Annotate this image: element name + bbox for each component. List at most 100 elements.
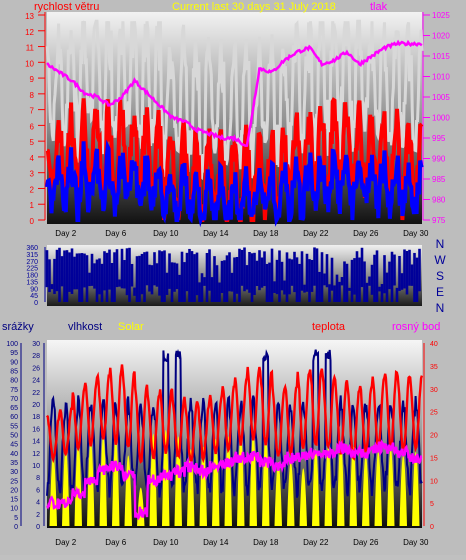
pressure-series (46, 39, 423, 147)
solar-bar (274, 461, 282, 526)
rain-tick-label: 55 (10, 423, 18, 430)
temperature-tick-label: 35 (430, 364, 438, 371)
direction-tick-label: 45 (30, 293, 38, 300)
temperature-label: teplota (312, 321, 346, 333)
wind-tick-label: 13 (25, 12, 34, 21)
wind-speed-series (45, 97, 424, 222)
pressure-label: tlak (370, 1, 388, 13)
x-tick-label: Day 10 (153, 229, 179, 238)
solar-bar (412, 451, 420, 526)
direction-tick-label: 270 (26, 259, 38, 266)
wind-tick-label: 8 (30, 91, 35, 100)
rain-tick-label: 75 (10, 387, 18, 394)
x-tick-label: Day 30 (403, 229, 429, 238)
rain-tick-label: 5 (14, 515, 18, 522)
wind-tick-label: 7 (30, 107, 35, 116)
x-tick-label: Day 18 (253, 538, 279, 547)
rain-tick-label: 25 (10, 478, 18, 485)
x-tick-label: Day 14 (203, 538, 229, 547)
rain-tick-label: 30 (10, 469, 18, 476)
solar-bar (362, 455, 370, 526)
compass-label: N (436, 301, 445, 315)
wind-tick-label: 2 (30, 185, 35, 194)
wind-tick-label: 10 (25, 59, 34, 68)
solar-bar (187, 449, 195, 526)
solar-bar (324, 446, 332, 526)
humidity-series (46, 348, 423, 498)
pressure-tick-label: 1015 (432, 52, 450, 61)
rain-tick-label: 95 (10, 350, 18, 357)
humidity-tick-label: 24 (32, 378, 40, 385)
x-tick-label: Day 22 (303, 229, 329, 238)
wind-tick-label: 6 (30, 122, 35, 131)
direction-tick-label: 180 (26, 273, 38, 280)
wind-speed-label: rychlost větru (34, 1, 99, 13)
rain-tick-label: 50 (10, 433, 18, 440)
humidity-tick-label: 0 (36, 524, 40, 531)
pressure-tick-label: 980 (432, 196, 446, 205)
solar-bar (212, 438, 220, 526)
pressure-tick-label: 985 (432, 175, 446, 184)
compass-label: E (436, 285, 444, 299)
rain-tick-label: 15 (10, 497, 18, 504)
compass-label: W (434, 253, 446, 267)
rain-tick-label: 65 (10, 405, 18, 412)
direction-tick-label: 0 (34, 300, 38, 307)
rain-tick-label: 0 (14, 524, 18, 531)
rain-tick-label: 80 (10, 378, 18, 385)
direction-tick-label: 225 (26, 266, 38, 273)
humidity-tick-label: 12 (32, 451, 40, 458)
direction-tick-label: 315 (26, 252, 38, 259)
temperature-tick-label: 25 (430, 410, 438, 417)
solar-bar (199, 446, 207, 526)
pressure-tick-label: 975 (432, 216, 446, 225)
wind-tick-label: 11 (26, 44, 35, 53)
wind-tick-label: 4 (30, 154, 35, 163)
pressure-tick-label: 1000 (432, 114, 450, 123)
temperature-tick-label: 5 (430, 501, 434, 508)
temp-chart: 0510152025303540455055606570758085909510… (6, 341, 438, 547)
rain-tick-label: 45 (10, 442, 18, 449)
rain-tick-label: 100 (6, 341, 18, 348)
x-tick-label: Day 26 (353, 229, 379, 238)
rain-tick-label: 60 (10, 414, 18, 421)
pressure-tick-label: 1005 (432, 93, 450, 102)
humidity-tick-label: 6 (36, 487, 40, 494)
rain-label: srážky (2, 321, 34, 333)
pressure-tick-label: 990 (432, 155, 446, 164)
humidity-tick-label: 4 (36, 500, 40, 507)
rain-tick-label: 40 (10, 451, 18, 458)
humidity-tick-label: 18 (32, 414, 40, 421)
x-tick-label: Day 14 (203, 229, 229, 238)
pressure-tick-label: 1020 (432, 32, 450, 41)
rain-tick-label: 10 (10, 506, 18, 513)
wind-tick-label: 12 (25, 28, 34, 37)
solar-bar (299, 468, 307, 526)
x-tick-label: Day 2 (55, 538, 76, 547)
dewpoint-series (46, 439, 423, 521)
solar-bar (287, 461, 295, 526)
x-tick-label: Day 18 (253, 229, 279, 238)
wind-tick-label: 5 (30, 138, 35, 147)
temperature-series (46, 364, 424, 464)
wind-tick-label: 1 (30, 201, 35, 210)
solar-bar (337, 442, 345, 526)
temperature-tick-label: 10 (430, 478, 438, 485)
wind-tick-label: 3 (30, 170, 35, 179)
humidity-tick-label: 30 (32, 341, 40, 348)
solar-label: Solar (118, 321, 144, 333)
solar-bar (74, 442, 82, 526)
wind-low-series (45, 139, 424, 228)
wind-chart: 0123456789101112139759809859909951000100… (25, 11, 450, 238)
solar-bar (387, 449, 395, 526)
x-tick-label: Day 30 (403, 538, 429, 547)
pressure-tick-label: 995 (432, 134, 446, 143)
direction-tick-label: 90 (30, 286, 38, 293)
temperature-tick-label: 0 (430, 524, 434, 531)
wind-tick-label: 0 (30, 217, 35, 226)
compass-label: S (436, 269, 444, 283)
humidity-label: vlhkost (68, 321, 102, 333)
humidity-tick-label: 2 (36, 512, 40, 519)
